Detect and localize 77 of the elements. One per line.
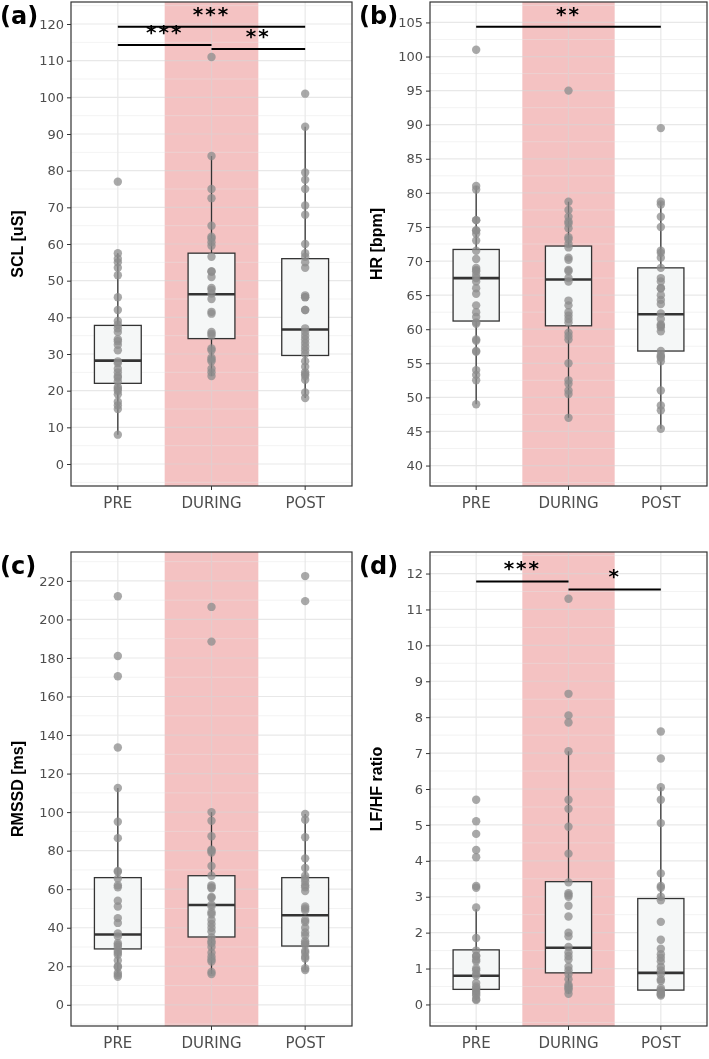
y-tick-label: 75 — [406, 219, 423, 235]
x-tick-label: DURING — [181, 1034, 242, 1052]
y-tick-label: 9 — [414, 673, 423, 689]
x-tick-label: PRE — [103, 1034, 133, 1052]
x-tick-label: PRE — [103, 494, 133, 512]
x-tick-label: POST — [285, 1034, 326, 1052]
y-tick-label: 85 — [406, 151, 423, 167]
y-tick-label: 220 — [39, 573, 64, 589]
y-tick-label: 80 — [406, 185, 423, 201]
x-tick-label: POST — [641, 1034, 682, 1052]
y-tick-label: 55 — [406, 355, 423, 371]
y-tick-label: 120 — [39, 766, 64, 782]
y-tick-label: 60 — [47, 881, 64, 897]
y-tick-label: 100 — [39, 804, 64, 820]
y-tick-label: 50 — [47, 273, 64, 289]
annotation: * — [608, 564, 621, 589]
y-axis-title: RMSSD [ms] — [9, 740, 26, 838]
y-tick-label: 50 — [406, 390, 423, 406]
y-tick-label: 12 — [406, 566, 423, 582]
y-tick-label: 11 — [406, 602, 423, 618]
y-tick-label: 90 — [406, 117, 423, 133]
y-tick-label: 180 — [39, 650, 64, 666]
x-tick-label: DURING — [181, 494, 242, 512]
y-tick-label: 110 — [39, 53, 64, 69]
x-tick-label: DURING — [538, 494, 599, 512]
x-tick-label: DURING — [538, 1034, 599, 1052]
y-tick-label: 7 — [414, 745, 423, 761]
y-tick-label: 8 — [414, 709, 423, 725]
y-tick-label: 2 — [414, 925, 423, 941]
x-tick-label: PRE — [461, 1034, 491, 1052]
y-tick-label: 0 — [55, 997, 64, 1013]
y-tick-label: 95 — [406, 83, 423, 99]
y-tick-label: 40 — [406, 458, 423, 474]
chart-title: (a) — [0, 2, 39, 30]
y-tick-label: 40 — [47, 309, 64, 325]
y-tick-label: 30 — [47, 346, 64, 362]
annotation: ** — [245, 23, 271, 48]
y-tick-label: 200 — [39, 612, 64, 628]
y-tick-label: 65 — [406, 287, 423, 303]
x-tick-label: PRE — [461, 494, 491, 512]
annotation: ** — [556, 1, 581, 26]
y-tick-label: 100 — [398, 49, 423, 65]
y-axis-title: LF/HF ratio — [368, 746, 385, 832]
y-tick-label: 10 — [47, 419, 64, 435]
y-tick-label: 10 — [406, 638, 423, 654]
y-tick-label: 5 — [414, 817, 423, 833]
chart-title: (c) — [0, 552, 37, 580]
y-tick-label: 20 — [47, 383, 64, 399]
y-tick-label: 105 — [398, 15, 423, 31]
y-axis-title: SCL [uS] — [9, 210, 26, 278]
y-tick-label: 4 — [414, 853, 423, 869]
x-tick-label: POST — [285, 494, 326, 512]
y-tick-label: 1 — [414, 961, 423, 977]
y-axis-title: HR [bpm] — [368, 208, 385, 280]
y-tick-label: 6 — [414, 781, 423, 797]
y-tick-label: 70 — [47, 199, 64, 215]
y-tick-label: 40 — [47, 920, 64, 936]
annotation: *** — [503, 556, 542, 581]
y-tick-label: 140 — [39, 727, 64, 743]
y-tick-label: 80 — [47, 843, 64, 859]
y-tick-label: 20 — [47, 958, 64, 974]
y-tick-label: 70 — [406, 253, 423, 269]
y-tick-label: 160 — [39, 689, 64, 705]
y-tick-label: 45 — [406, 424, 423, 440]
chart-title: (b) — [359, 2, 399, 30]
y-tick-label: 80 — [47, 163, 64, 179]
x-tick-label: POST — [641, 494, 682, 512]
chart-title: (d) — [359, 552, 399, 580]
annotation: *** — [192, 1, 231, 26]
y-tick-label: 60 — [406, 321, 423, 337]
y-tick-label: 0 — [414, 997, 423, 1013]
y-tick-label: 120 — [39, 16, 64, 32]
y-tick-label: 100 — [39, 89, 64, 105]
y-tick-label: 90 — [47, 126, 64, 142]
y-tick-label: 0 — [55, 456, 64, 472]
y-tick-label: 60 — [47, 236, 64, 252]
y-tick-label: 3 — [414, 889, 423, 905]
